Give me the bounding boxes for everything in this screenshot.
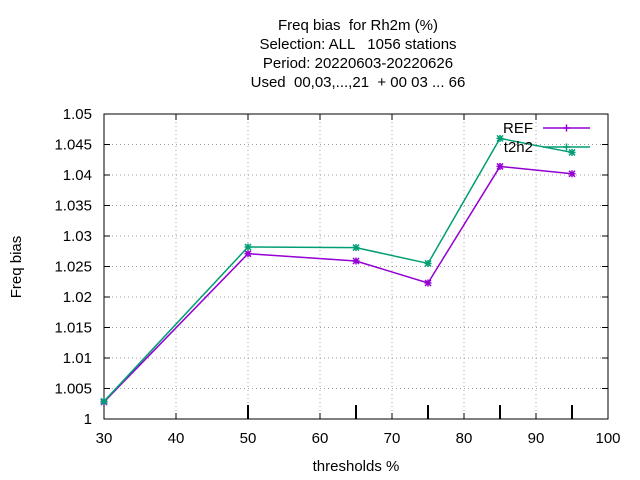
x-tick-label: 50	[240, 430, 257, 447]
series-line-ref	[103, 165, 573, 403]
data-point-ref	[568, 170, 576, 178]
y-tick-label: 1.03	[63, 228, 92, 245]
title-line-4: Used 00,03,...,21 + 00 03 ... 66	[250, 74, 466, 91]
x-tick-label: 90	[528, 430, 545, 447]
x-axis-label: thresholds %	[313, 458, 400, 475]
marker-stroke	[244, 243, 252, 251]
y-axis-label: Freq bias	[8, 236, 25, 299]
series-layer	[100, 134, 576, 406]
data-point-t2h2	[568, 148, 576, 156]
data-point-t2h2	[424, 259, 432, 267]
marker-stroke	[352, 257, 360, 265]
marker-stroke	[424, 259, 432, 267]
x-tick-label: 80	[456, 430, 473, 447]
marker-stroke	[244, 250, 252, 258]
marker-stroke	[496, 134, 504, 142]
series-line-t2h2	[103, 137, 573, 402]
data-point-ref	[496, 162, 504, 170]
title-line-1: Freq bias for Rh2m (%)	[277, 17, 439, 34]
marker-stroke	[568, 148, 576, 156]
data-point-t2h2	[352, 244, 360, 252]
x-tick-label: 60	[312, 430, 329, 447]
axis-ticks	[103, 113, 609, 420]
y-tick-label: 1.005	[54, 381, 92, 398]
title-line-2: Selection: ALL 1056 stations	[259, 36, 457, 53]
legend: REF t2h2	[503, 120, 590, 156]
marker-stroke	[496, 162, 504, 170]
marker-stroke	[568, 170, 576, 178]
legend-label-t2h2: t2h2	[504, 139, 533, 156]
tick-labels: 30 40 50 60 70 80 90 100 1 1.005 1.01 1.015 1.02 1.02…	[54, 106, 620, 447]
data-point-ref	[244, 250, 252, 258]
data-point-t2h2	[244, 243, 252, 251]
grid-lines	[104, 114, 608, 419]
x-tick-label: 70	[384, 430, 401, 447]
y-tick-label: 1.045	[54, 137, 92, 154]
y-tick-label: 1.05	[63, 106, 92, 123]
marker-stroke	[352, 244, 360, 252]
y-tick-label: 1.015	[54, 320, 92, 337]
x-tick-label: 100	[595, 430, 620, 447]
data-point-ref	[352, 257, 360, 265]
title-line-3: Period: 20220603-20220626	[262, 55, 454, 72]
data-point-t2h2	[100, 397, 108, 405]
x-tick-label: 40	[168, 430, 185, 447]
y-tick-label: 1.02	[63, 289, 92, 306]
legend-label-ref: REF	[503, 120, 533, 137]
y-tick-label: 1.01	[63, 350, 92, 367]
marker-stroke	[424, 279, 432, 287]
marker-stroke	[100, 397, 108, 405]
x-tick-label: 30	[96, 430, 113, 447]
chart-title: Freq bias for Rh2m (%) Selection: ALL 10…	[0, 16, 640, 92]
data-point-t2h2	[496, 134, 504, 142]
y-tick-label: 1	[84, 411, 92, 428]
y-tick-label: 1.025	[54, 259, 92, 276]
y-tick-label: 1.04	[63, 167, 92, 184]
data-point-ref	[424, 279, 432, 287]
y-tick-label: 1.035	[54, 198, 92, 215]
